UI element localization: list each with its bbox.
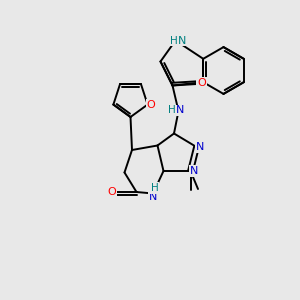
Text: H: H: [151, 183, 158, 193]
Text: N: N: [176, 105, 184, 116]
Text: N: N: [191, 166, 199, 176]
Text: N: N: [178, 35, 186, 46]
Text: N: N: [149, 192, 157, 202]
Text: O: O: [107, 187, 116, 197]
Text: N: N: [196, 142, 204, 152]
Text: H: H: [170, 35, 178, 46]
Text: H: H: [168, 105, 176, 116]
Text: O: O: [147, 100, 156, 110]
Text: N: N: [197, 142, 205, 152]
Text: O: O: [197, 77, 206, 88]
Text: N: N: [190, 166, 198, 176]
